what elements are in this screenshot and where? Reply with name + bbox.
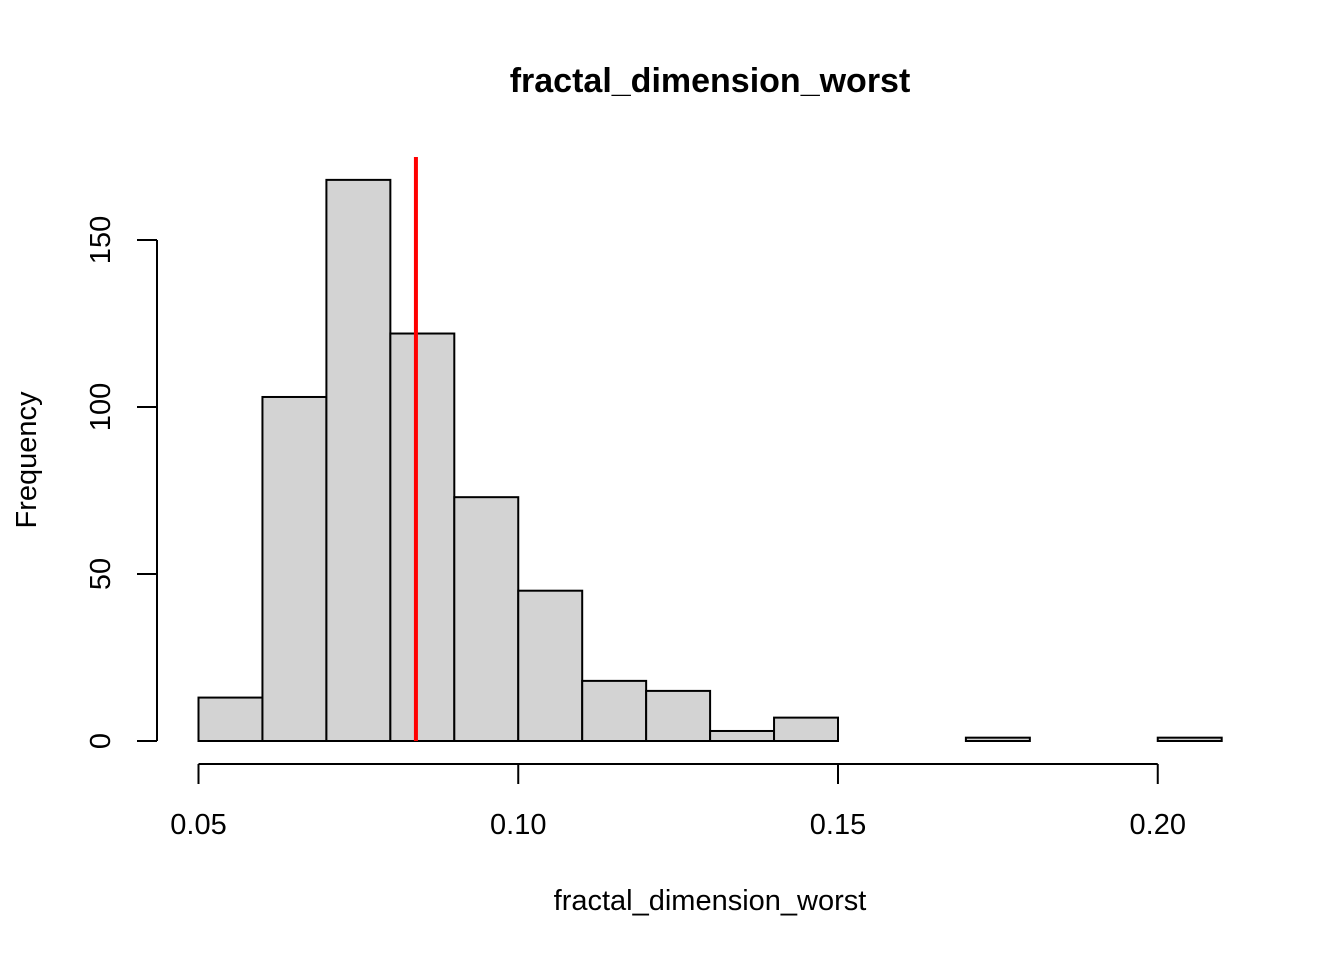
histogram-bar xyxy=(709,729,776,742)
chart-title: fractal_dimension_worst xyxy=(510,62,911,100)
y-axis: 0 50 100 150 xyxy=(85,216,158,749)
bars xyxy=(197,178,1223,743)
x-axis-label: fractal_dimension_worst xyxy=(554,885,867,917)
y-tick-label: 150 xyxy=(85,216,117,264)
histogram-bar xyxy=(197,696,264,743)
histogram-bar xyxy=(389,332,456,742)
histogram-bar xyxy=(645,689,712,743)
y-tick-label: 50 xyxy=(85,558,117,590)
histogram-bar xyxy=(453,496,520,742)
x-axis: 0.05 0.10 0.15 0.20 xyxy=(170,763,1186,841)
histogram-bar xyxy=(581,679,648,743)
histogram-bar xyxy=(1156,736,1223,742)
histogram-bar xyxy=(325,178,392,742)
histogram-bar xyxy=(964,736,1031,742)
x-tick-label: 0.20 xyxy=(1130,809,1186,841)
histogram-bar xyxy=(517,589,584,743)
x-tick-label: 0.05 xyxy=(170,809,226,841)
histogram-bar xyxy=(773,716,839,742)
y-tick-label: 100 xyxy=(85,383,117,431)
x-tick-label: 0.15 xyxy=(810,809,866,841)
x-tick-label: 0.10 xyxy=(490,809,546,841)
histogram-bar xyxy=(261,395,328,742)
y-axis-label: Frequency xyxy=(11,391,43,529)
y-tick-label: 0 xyxy=(85,733,117,749)
